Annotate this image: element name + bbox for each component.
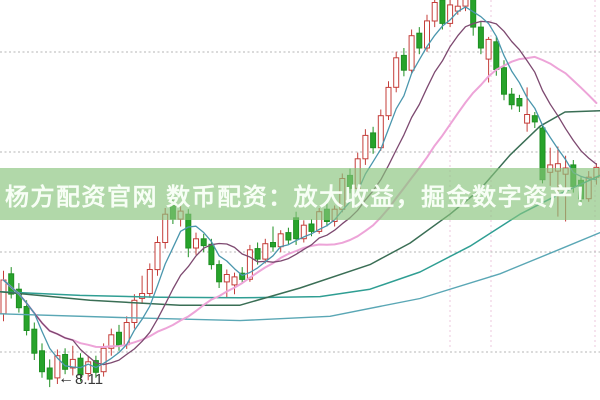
- candle: [400, 54, 407, 71]
- candle: [424, 20, 430, 49]
- ma-slow-line: [0, 110, 600, 306]
- candle: [385, 86, 392, 117]
- candle: [246, 249, 253, 280]
- candle: [462, 0, 469, 7]
- candle: [370, 132, 377, 149]
- candle: [69, 358, 76, 369]
- candle: [293, 217, 300, 240]
- vertical-gridlines: [449, 0, 596, 348]
- candle: [193, 238, 199, 249]
- candle: [108, 334, 115, 349]
- candle: [239, 272, 246, 280]
- candle: [485, 38, 492, 60]
- candle: [154, 242, 161, 271]
- candle: [524, 114, 531, 124]
- candle: [0, 279, 7, 315]
- ma5-line: [2, 6, 598, 369]
- candle: [308, 223, 315, 232]
- candle: [23, 306, 30, 331]
- candle: [439, 0, 446, 24]
- candle: [54, 355, 61, 379]
- candle: [85, 361, 92, 374]
- candle: [408, 35, 415, 71]
- candle: [300, 224, 307, 240]
- candle: [447, 4, 454, 24]
- horizontal-gridlines: [0, 51, 600, 353]
- low-price-annotation: ← 8.11: [58, 370, 103, 388]
- candle: [277, 233, 284, 248]
- candle: [216, 264, 223, 283]
- ma21-line: [2, 55, 598, 348]
- candle: [493, 41, 500, 70]
- ma-lines-layer: [0, 6, 600, 369]
- candle: [100, 347, 107, 373]
- candle: [223, 274, 230, 283]
- candle: [516, 98, 523, 107]
- candle: [31, 328, 38, 354]
- candle: [285, 232, 292, 241]
- candle: [146, 269, 153, 294]
- candle: [501, 67, 507, 95]
- candle: [15, 288, 22, 309]
- candle: [477, 26, 484, 49]
- left-arrow-icon: ←: [58, 370, 74, 387]
- candle: [393, 57, 400, 88]
- candle: [416, 32, 423, 49]
- candle: [200, 238, 207, 247]
- candle: [231, 276, 238, 286]
- candle: [131, 299, 138, 323]
- low-price-label: 8.11: [75, 370, 104, 388]
- candle: [254, 248, 261, 260]
- candle: [139, 293, 146, 299]
- candle: [116, 331, 122, 346]
- candle: [531, 115, 538, 123]
- candle: [508, 93, 515, 106]
- ma-longer-line: [0, 231, 600, 322]
- candle: [8, 273, 15, 295]
- candle: [262, 243, 269, 260]
- candle: [62, 354, 69, 370]
- candle: [46, 367, 53, 380]
- candle: [431, 2, 438, 22]
- promo-banner[interactable]: 杨方配资官网 数币配资：放大收益，掘金数字资产！: [0, 168, 600, 220]
- promo-banner-text: 杨方配资官网 数币配资：放大收益，掘金数字资产！: [5, 183, 600, 211]
- candle: [270, 242, 276, 248]
- candle: [362, 134, 369, 160]
- candle: [208, 243, 215, 266]
- candle: [39, 350, 45, 373]
